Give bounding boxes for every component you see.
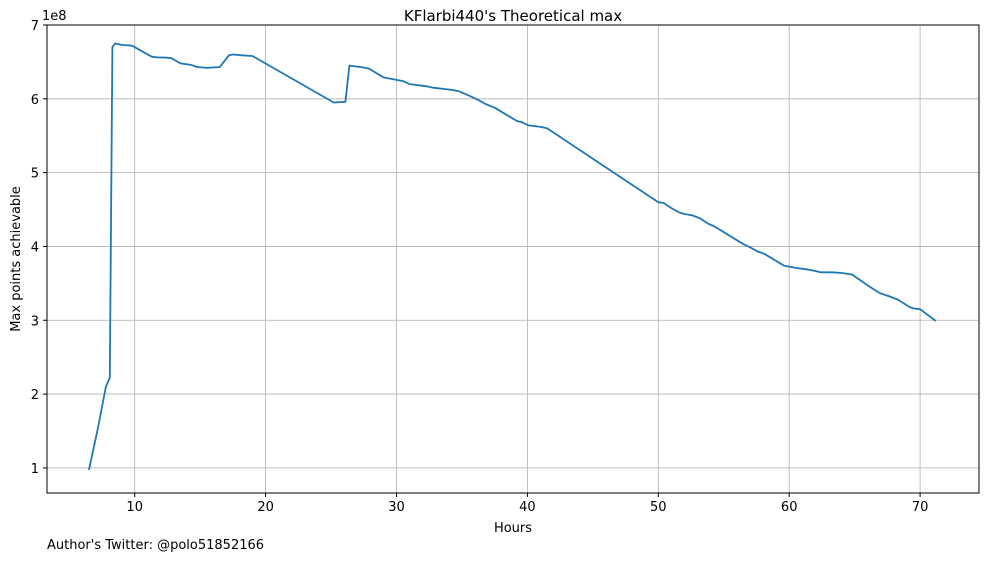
gridlines xyxy=(47,24,979,493)
y-tick-label: 2 xyxy=(31,388,39,403)
x-axis-label: Hours xyxy=(494,521,532,536)
y-axis-label: Max points achievable xyxy=(9,186,24,332)
x-tick-label: 40 xyxy=(519,500,536,515)
y-tick-label: 4 xyxy=(31,240,39,255)
x-tick-label: 20 xyxy=(257,500,274,515)
x-tick-label: 10 xyxy=(126,500,143,515)
series-line xyxy=(88,42,937,471)
plot-frame xyxy=(46,24,980,494)
x-tick-label: 70 xyxy=(912,500,929,515)
author-footer: Author's Twitter: @polo51852166 xyxy=(47,538,265,553)
x-tick-label: 50 xyxy=(650,500,667,515)
y-tick-label: 6 xyxy=(31,93,39,108)
x-tick-label: 60 xyxy=(781,500,798,515)
x-tick-label: 30 xyxy=(388,500,405,515)
y-tick-label: 1 xyxy=(31,462,39,477)
y-tick-label: 7 xyxy=(31,19,39,34)
y-tick-label: 5 xyxy=(31,167,39,182)
y-tick-label: 3 xyxy=(31,314,39,329)
chart-title: KFlarbi440's Theoretical max xyxy=(404,7,622,25)
axis-ticks: 10 20 30 40 50 60 70 1 2 3 4 5 6 7 xyxy=(31,19,929,515)
y-offset-label: 1e8 xyxy=(42,9,67,24)
